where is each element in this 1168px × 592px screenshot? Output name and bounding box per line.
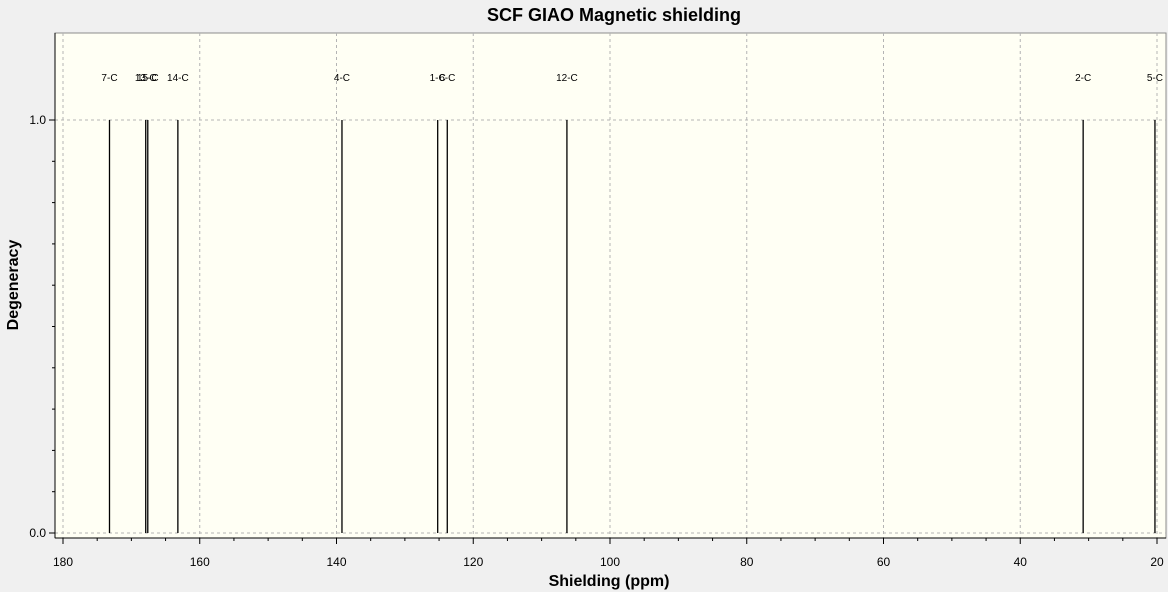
x-tick-label: 60 xyxy=(877,555,891,569)
x-tick-label: 160 xyxy=(190,555,210,569)
peak-label: 2-C xyxy=(1075,73,1091,84)
x-tick-label: 120 xyxy=(463,555,483,569)
x-tick-label: 80 xyxy=(740,555,754,569)
plot-area-group: 180 160 140 120 100 80 60 40 20 0.0 1.0 7-C 13-C15-C… xyxy=(29,32,1167,569)
x-tick-label: 140 xyxy=(326,555,346,569)
peak-label: 4-C xyxy=(334,73,350,84)
x-tick-label: 20 xyxy=(1150,555,1164,569)
x-axis-label: Shielding (ppm) xyxy=(549,573,670,590)
y-axis-label: Degeneracy xyxy=(5,240,22,331)
peak-label: 12-C xyxy=(556,73,578,84)
x-tick-label: 40 xyxy=(1014,555,1028,569)
peak-label: 15-C xyxy=(137,73,159,84)
peak-label: 13-C xyxy=(135,73,157,84)
x-tick-label: 180 xyxy=(53,555,73,569)
peak-label: 1-C xyxy=(430,73,446,84)
peak-label: 14-C xyxy=(167,73,189,84)
peak-label: 6-C xyxy=(439,73,455,84)
x-tick-label: 100 xyxy=(600,555,620,569)
chart-title: SCF GIAO Magnetic shielding xyxy=(487,5,741,25)
y-tick-label: 0.0 xyxy=(29,526,46,540)
peak-label: 5-C xyxy=(1147,73,1163,84)
y-tick-label: 1.0 xyxy=(29,113,46,127)
peak-label: 7-C xyxy=(101,73,117,84)
